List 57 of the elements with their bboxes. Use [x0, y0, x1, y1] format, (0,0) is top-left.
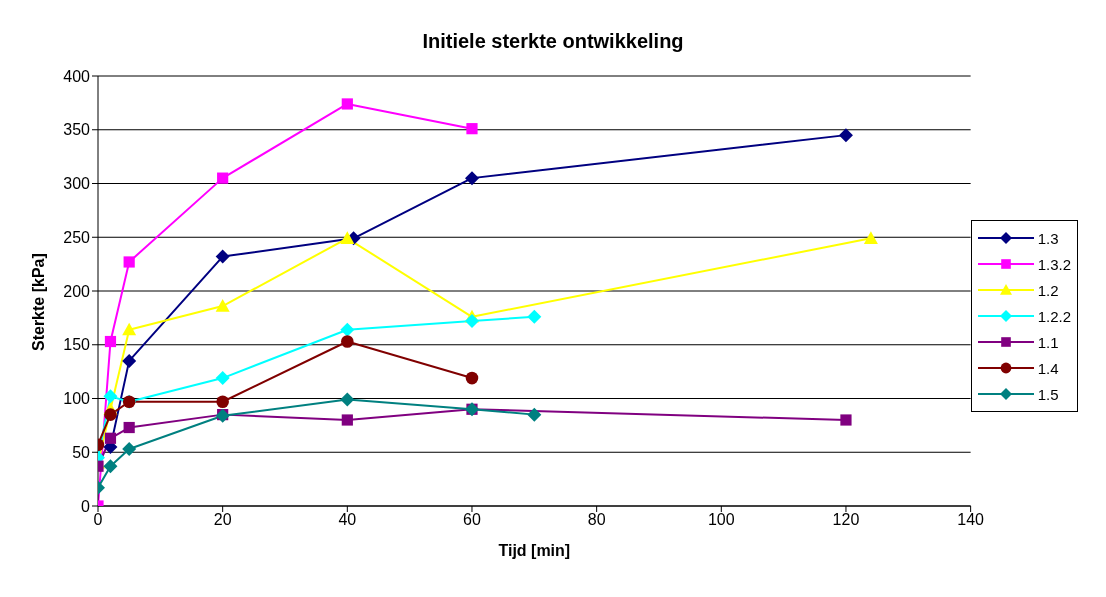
x-tick-label: 60	[463, 511, 481, 529]
point	[216, 395, 229, 409]
point	[863, 231, 878, 244]
point	[341, 335, 354, 348]
x-tick-label: 140	[957, 511, 985, 529]
y-tick-label: 200	[63, 282, 91, 300]
legend-label: 1.5	[1037, 385, 1059, 403]
point	[215, 299, 230, 312]
point	[464, 314, 479, 329]
point	[340, 231, 355, 244]
x-tick-label: 100	[707, 511, 735, 529]
point	[103, 389, 118, 404]
point	[123, 256, 135, 268]
x-tick-label: 40	[338, 511, 357, 529]
point	[122, 442, 137, 457]
point	[527, 309, 542, 324]
point	[840, 414, 852, 426]
y-axis-title: Sterkte [kPa]	[29, 253, 47, 351]
point	[466, 123, 478, 135]
point	[340, 322, 355, 337]
x-tick-label: 0	[93, 511, 103, 529]
point	[527, 407, 542, 422]
point	[341, 98, 353, 110]
point	[215, 371, 230, 386]
point	[838, 128, 853, 143]
x-tick-label: 120	[832, 511, 860, 529]
x-axis-title: Tijd [min]	[498, 542, 571, 559]
chart-title: Initiele sterkte ontwikkeling	[421, 29, 685, 54]
legend-label: 1.3	[1037, 229, 1059, 247]
x-tick-label: 80	[587, 511, 606, 529]
point	[217, 172, 229, 184]
y-tick-label: 350	[63, 121, 91, 139]
y-tick-label: 400	[63, 67, 91, 85]
point	[104, 335, 117, 348]
legend-label: 1.3.2	[1037, 255, 1071, 273]
point	[465, 371, 479, 385]
y-tick-label: 150	[63, 336, 91, 354]
legend-label: 1.4	[1037, 359, 1059, 377]
point	[464, 171, 479, 186]
point	[122, 353, 137, 368]
y-tick-label: 250	[63, 228, 91, 246]
x-tick-label: 20	[213, 511, 232, 529]
point	[215, 249, 230, 264]
y-tick-label: 300	[63, 175, 91, 193]
y-tick-label: 100	[63, 390, 91, 408]
point	[340, 392, 355, 407]
point	[122, 322, 137, 336]
point	[341, 414, 353, 426]
y-tick-label: 50	[72, 443, 91, 461]
legend-label: 1.2.2	[1037, 307, 1071, 325]
point	[103, 459, 118, 474]
legend-label: 1.1	[1037, 333, 1059, 351]
legend-label: 1.2	[1037, 281, 1059, 299]
point	[123, 421, 135, 434]
y-tick-label: 0	[81, 497, 91, 515]
point	[104, 432, 117, 444]
point	[104, 408, 117, 421]
